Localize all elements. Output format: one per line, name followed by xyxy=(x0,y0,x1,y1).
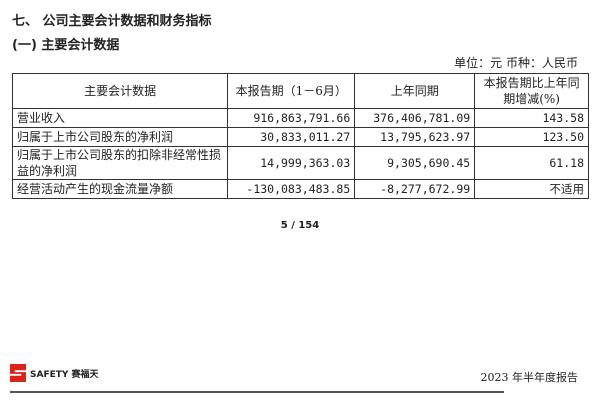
unit-currency-note: 单位：元 币种：人民币 xyxy=(454,56,578,70)
row-label: 营业收入 xyxy=(11,108,229,128)
change-percent: 143.58 xyxy=(474,108,589,128)
column-header: 主要会计数据 xyxy=(11,73,229,109)
current-period-value: 30,833,011.27 xyxy=(227,127,356,147)
row-label: 归属于上市公司股东的净利润 xyxy=(11,127,229,147)
logo-text: SAFETY 赛福天 xyxy=(30,369,99,380)
row-label: 归属于上市公司股东的扣除非经常性损益的净利润 xyxy=(11,146,229,180)
current-period-value: 14,999,363.03 xyxy=(227,146,356,180)
report-title: 2023 年半年度报告 xyxy=(480,371,579,384)
accounting-data-table: 主要会计数据 本报告期（1－6月） 上年同期 本报告期比上年同期增减(%) 营业… xyxy=(11,73,589,199)
row-label: 经营活动产生的现金流量净额 xyxy=(11,179,229,199)
section-title: 七、 公司主要会计数据和财务指标 xyxy=(12,14,212,29)
company-logo: SAFETY 赛福天 xyxy=(10,364,99,382)
change-percent: 不适用 xyxy=(474,179,589,199)
table-row: 归属于上市公司股东的扣除非经常性损益的净利润 14,999,363.03 9,3… xyxy=(11,146,589,180)
column-header: 上年同期 xyxy=(354,73,476,109)
table-header-row: 主要会计数据 本报告期（1－6月） 上年同期 本报告期比上年同期增减(%) xyxy=(11,73,589,109)
safety-logo-icon xyxy=(10,364,26,382)
page-number: 5 / 154 xyxy=(280,220,320,231)
column-header: 本报告期（1－6月） xyxy=(227,73,356,109)
column-header: 本报告期比上年同期增减(%) xyxy=(474,73,589,109)
subsection-title: (一) 主要会计数据 xyxy=(12,38,120,53)
table-row: 营业收入 916,863,791.66 376,406,781.09 143.5… xyxy=(11,108,589,128)
current-period-value: -130,083,483.85 xyxy=(227,179,356,199)
table-row: 归属于上市公司股东的净利润 30,833,011.27 13,795,623.9… xyxy=(11,127,589,147)
table-row: 经营活动产生的现金流量净额 -130,083,483.85 -8,277,672… xyxy=(11,179,589,199)
footer-divider xyxy=(10,391,504,393)
change-percent: 61.18 xyxy=(474,146,589,180)
current-period-value: 916,863,791.66 xyxy=(227,108,356,128)
prior-period-value: 13,795,623.97 xyxy=(354,127,476,147)
change-percent: 123.50 xyxy=(474,127,589,147)
prior-period-value: -8,277,672.99 xyxy=(354,179,476,199)
prior-period-value: 9,305,690.45 xyxy=(354,146,476,180)
prior-period-value: 376,406,781.09 xyxy=(354,108,476,128)
